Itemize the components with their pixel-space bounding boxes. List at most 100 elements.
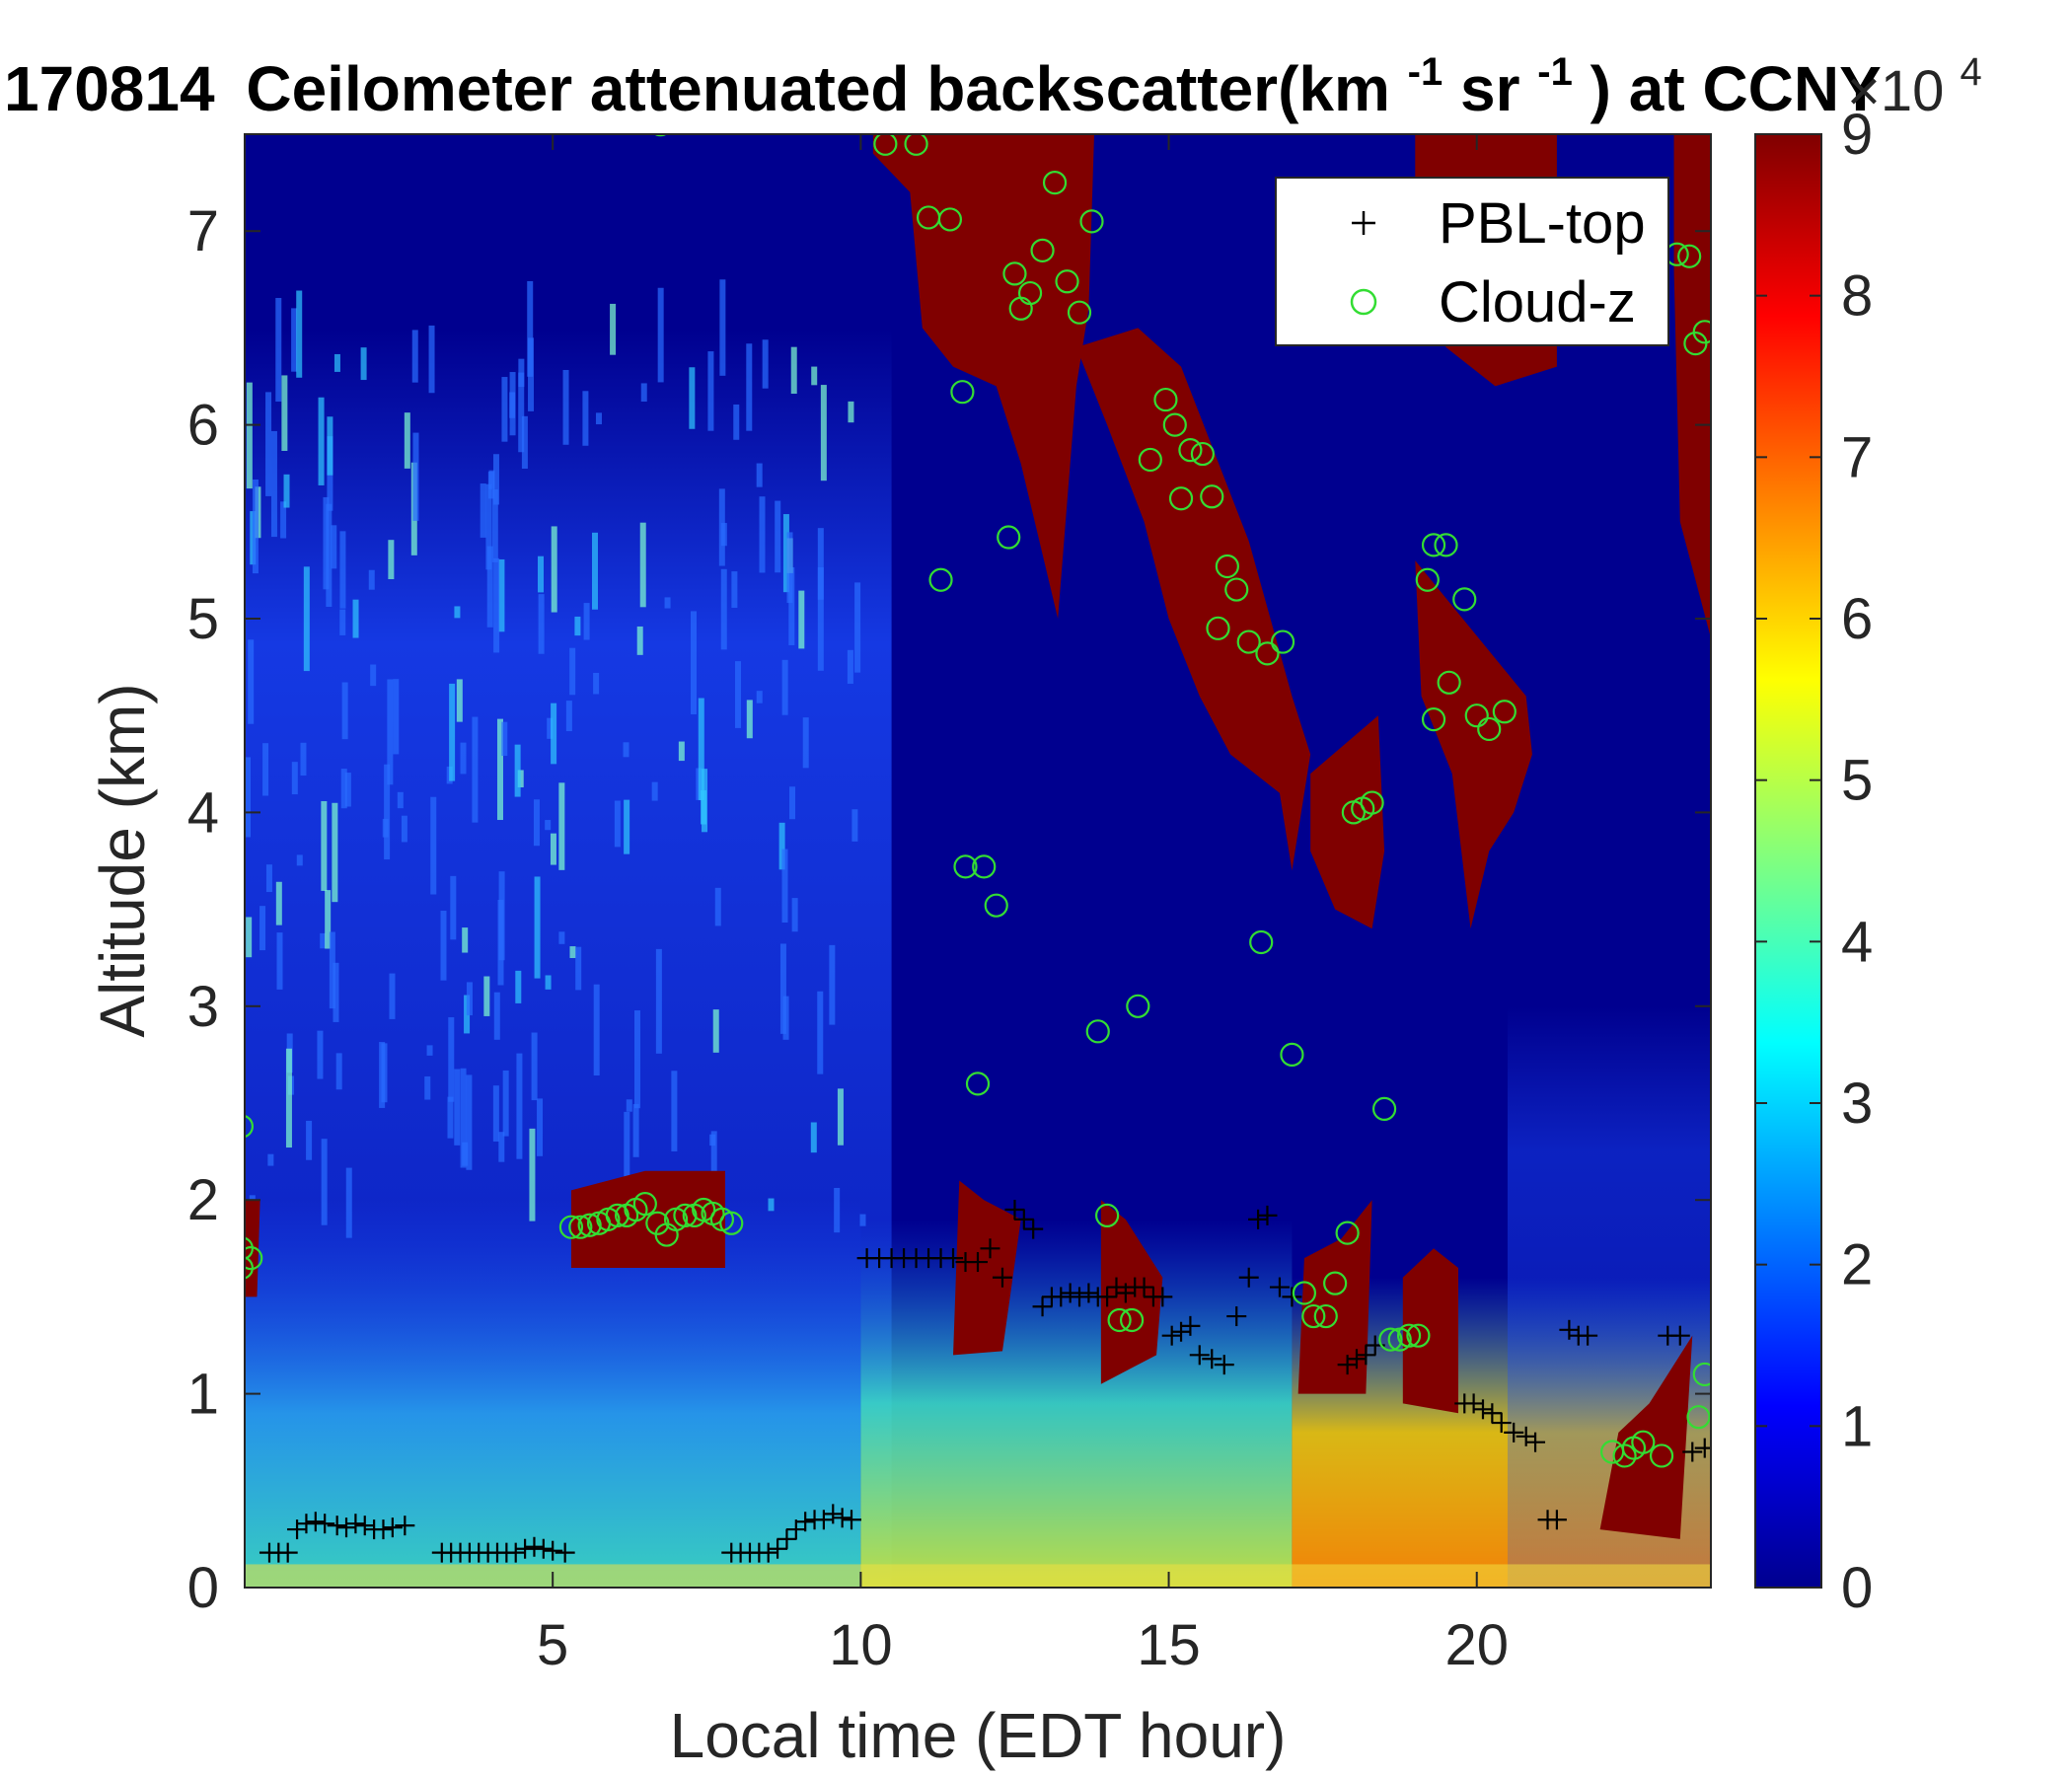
legend-entry-cloud-z: Cloud-z [1439, 270, 1636, 334]
cloud-z-point [1686, 1405, 1711, 1430]
cloud-patch [953, 1180, 1021, 1356]
pbl-top-point [1694, 1438, 1711, 1458]
pbl-top-point [1202, 1349, 1222, 1369]
cloud-z-point [904, 134, 928, 156]
cloud-z-point [1270, 629, 1295, 654]
pbl-top-point [1248, 1209, 1269, 1229]
colorbar-multiplier: ×10 4 [1847, 50, 1982, 123]
pbl-top-point [305, 1512, 326, 1532]
plot-area [245, 134, 1711, 1588]
pbl-top-point [1004, 1200, 1025, 1221]
cloud-z-point [1153, 387, 1178, 412]
legend-box [1275, 177, 1669, 346]
colorbar-tick-label: 5 [1841, 749, 1873, 813]
pbl-top-point [296, 1514, 317, 1534]
cloud-z-point [673, 1203, 698, 1228]
pbl-top-point [1097, 1287, 1118, 1307]
colorbar-ticks: 0 1 2 3 4 5 6 7 8 9 [1755, 103, 1873, 1620]
pbl-top-point [1269, 1277, 1290, 1297]
cloud-z-point [1677, 244, 1702, 268]
pbl-top-point [795, 1512, 816, 1532]
pbl-top-point [1578, 1325, 1598, 1346]
cloud-z-point [605, 1203, 629, 1228]
cloud-patch [1297, 1200, 1372, 1394]
pbl-top-point [1472, 1399, 1493, 1420]
x-tick-label: 15 [1137, 1613, 1201, 1677]
pbl-top-point [336, 1517, 357, 1538]
pbl-top-point [1013, 1209, 1034, 1229]
pbl-top-point [1032, 1296, 1053, 1317]
colorbar-multiplier-exp: 4 [1961, 50, 1982, 94]
cloud-z-point [1406, 1323, 1431, 1348]
cloud-patch [1599, 1335, 1693, 1539]
cloud-z-point [558, 1215, 584, 1239]
pbl-top-point [1525, 1432, 1546, 1452]
cloud-z-point [1612, 1443, 1637, 1468]
pbl-top-point [555, 1542, 575, 1563]
colorbar-tick-label: 4 [1841, 910, 1873, 974]
pbl-top-point [992, 1267, 1012, 1288]
cloud-z-point [1249, 929, 1274, 955]
pbl-top-point [968, 1252, 988, 1273]
cloud-z-point [1085, 1019, 1110, 1044]
pbl-top-point [1282, 1287, 1302, 1307]
colorbar-tick-label: 0 [1841, 1556, 1873, 1620]
pbl-top-point [505, 1542, 526, 1563]
cloud-z-point [245, 1114, 254, 1139]
cloud-patch [1075, 328, 1311, 871]
colorbar-tick-label: 6 [1841, 587, 1873, 651]
pbl-top-point [1356, 1345, 1376, 1366]
pbl-top-point [1482, 1403, 1503, 1424]
cloud-z-point [1415, 567, 1440, 592]
boundary-layer-noon [860, 1219, 1293, 1588]
cloud-z-point [1464, 703, 1489, 728]
y-tick-label: 4 [187, 780, 219, 845]
cloud-z-point [965, 1072, 991, 1096]
pbl-top-point [777, 1528, 797, 1549]
title-date: 170814 [4, 53, 215, 124]
cloud-z-point [1215, 554, 1239, 579]
cloud-z-point [997, 525, 1021, 550]
pbl-top-point [1226, 1306, 1247, 1327]
pbl-top-point [1491, 1413, 1512, 1434]
pbl-top-point [373, 1519, 394, 1540]
cloud-z-point [719, 1211, 744, 1235]
cloud-z-point [632, 1192, 657, 1217]
cloud-z-point [1452, 587, 1477, 612]
cloud-z-point [1126, 994, 1150, 1018]
colorbar-tick-label: 3 [1841, 1072, 1873, 1136]
cloud-z-point [653, 134, 668, 137]
title-sup1: -1 [1408, 50, 1443, 94]
colorbar-tick-label: 1 [1841, 1394, 1873, 1458]
cloud-z-point [1323, 1271, 1348, 1295]
cloud-z-point [1649, 1443, 1674, 1468]
y-tick-label: 0 [187, 1556, 219, 1620]
pbl-top-point [1161, 1325, 1182, 1346]
cloud-z-point [1224, 577, 1249, 602]
cloud-z-point [1178, 438, 1203, 463]
cloud-z-point [1378, 1327, 1403, 1352]
pbl-top-point [1070, 1287, 1090, 1307]
pbl-top-point [515, 1538, 536, 1559]
pbl-top-point [1180, 1315, 1201, 1336]
y-tick-label: 3 [187, 975, 219, 1039]
cloud-z-point [1396, 1323, 1422, 1348]
cloud-z-point [1200, 484, 1224, 509]
pbl-top-point [1078, 1283, 1099, 1303]
pbl-top-point [277, 1542, 298, 1563]
cloud-z-point [577, 1213, 602, 1237]
cloud-z-point [1292, 1281, 1317, 1305]
y-tick-label: 2 [187, 1168, 219, 1232]
pbl-top-point [1504, 1422, 1524, 1443]
pbl-top-point [980, 1238, 1000, 1259]
cloud-z-point [1255, 641, 1280, 666]
cloud-z-point [1434, 533, 1458, 557]
cloud-patch [1415, 560, 1532, 929]
pbl-top-point [1134, 1277, 1154, 1297]
colorbar-tick-label: 2 [1841, 1233, 1873, 1297]
cloud-z-point [1421, 707, 1446, 732]
cloud-z-point [568, 1215, 593, 1239]
pbl-top-point [382, 1517, 403, 1538]
cloud-z-point [1301, 1303, 1326, 1329]
cloud-patch [1673, 134, 1711, 638]
